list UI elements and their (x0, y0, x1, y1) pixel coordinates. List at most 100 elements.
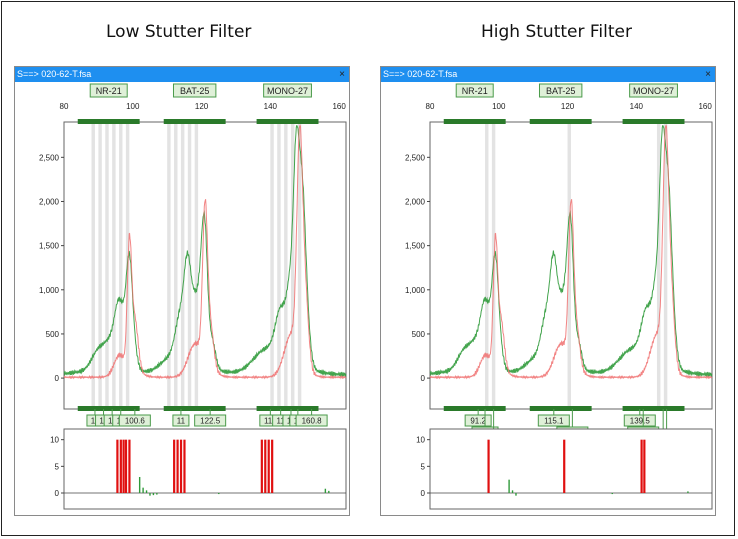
allele-bin (663, 123, 668, 408)
diff-red-bar (124, 439, 128, 493)
y-tick-label: 2,000 (39, 197, 60, 206)
peak-label: 11 (277, 417, 286, 426)
marker-range-bottom (77, 406, 140, 411)
peak-label-box (623, 414, 656, 427)
series-red-trace (63, 124, 347, 380)
panel-high-stutter: S==> 020-62-T.fsa × NR-21 BAT-25 MONO-27 80… (380, 66, 716, 516)
marker-label: MONO-27 (267, 86, 308, 96)
allele-bin (91, 123, 95, 408)
diff-y-tick-label: 10 (416, 436, 425, 445)
diff-red-bar (487, 439, 490, 493)
allele-bin (284, 123, 288, 408)
marker-box (455, 83, 494, 98)
x-tick-label: 120 (561, 102, 575, 111)
diff-green-bar (508, 479, 510, 493)
marker-range-bottom (163, 406, 226, 411)
x-tick-label: 120 (195, 102, 209, 111)
diff-red-bar (179, 439, 183, 493)
diff-plot-area (63, 428, 347, 510)
diff-red-bar (116, 439, 119, 493)
y-tick-label: 1,500 (405, 242, 426, 251)
diff-green-bar (515, 493, 517, 496)
marker-range-top (529, 119, 592, 124)
panel-titlebar[interactable]: S==> 020-62-T.fsa × (381, 67, 715, 82)
diff-y-tick-label: 5 (55, 462, 60, 471)
allele-bin (187, 123, 192, 408)
marker-box (629, 83, 678, 98)
marker-box (538, 83, 583, 98)
diff-red-bar (643, 439, 646, 493)
diff-red-bar (260, 439, 263, 493)
peak-label: 160.8 (302, 417, 323, 426)
allele-bin (277, 123, 281, 408)
allele-bin (290, 123, 295, 408)
y-tick-label: 1,500 (39, 242, 60, 251)
y-tick-label: 500 (412, 330, 426, 339)
marker-range-bottom (622, 406, 685, 411)
x-tick-label: 80 (426, 102, 435, 111)
marker-label: BAT-25 (180, 86, 209, 96)
peak-label-box (464, 414, 492, 427)
diff-red-bar (122, 439, 125, 493)
y-tick-label: 1,000 (405, 286, 426, 295)
y-tick-label: 2,000 (405, 197, 426, 206)
diff-red-bar (128, 439, 131, 493)
y-tick-label: 1,000 (39, 286, 60, 295)
y-tick-label: 500 (46, 330, 60, 339)
close-icon[interactable]: × (705, 69, 711, 80)
y-tick-label: 0 (55, 374, 60, 383)
peak-label-box (172, 414, 190, 427)
marker-label: NR-21 (462, 86, 488, 96)
diff-green-bar (142, 487, 144, 493)
marker-box (172, 83, 217, 98)
diff-red-bar (267, 439, 270, 493)
allele-bin (270, 123, 274, 408)
diff-green-bar (511, 490, 514, 493)
y-tick-label: 2,500 (39, 153, 60, 162)
diff-red-bar (173, 439, 176, 493)
diff-green-bar (611, 493, 613, 495)
series-red-trace (429, 124, 713, 380)
panel-title: S==> 020-62-T.fsa (17, 69, 92, 79)
diff-green-bar (152, 493, 155, 496)
caption-left: Low Stutter Filter (106, 22, 252, 42)
peak-label: 139.5 (630, 417, 651, 426)
y-tick-label: 2,500 (405, 153, 426, 162)
marker-range-top (622, 119, 685, 124)
diff-y-tick-label: 0 (55, 489, 60, 498)
allele-bin (194, 123, 199, 408)
marker-range-top (163, 119, 226, 124)
allele-bin (485, 123, 489, 408)
marker-range-bottom (443, 406, 506, 411)
peak-label-box (537, 414, 570, 427)
diff-red-bar (264, 439, 267, 493)
diff-y-tick-label: 10 (50, 436, 59, 445)
close-icon[interactable]: × (339, 69, 345, 80)
diff-plot-area (429, 428, 713, 510)
diff-y-tick-label: 5 (421, 462, 426, 471)
diff-green-bar (156, 493, 158, 495)
peak-label: 115.1 (544, 417, 564, 426)
marker-range-bottom (256, 406, 319, 411)
peak-label: 122.5 (200, 417, 221, 426)
x-tick-label: 140 (630, 102, 644, 111)
allele-bin (167, 123, 171, 408)
marker-label: MONO-27 (633, 86, 674, 96)
panel-titlebar[interactable]: S==> 020-62-T.fsa × (15, 67, 349, 82)
marker-label: NR-21 (96, 86, 122, 96)
peak-label: 100.6 (125, 417, 146, 426)
peak-label-box (118, 414, 151, 427)
peak-label-box (194, 414, 227, 427)
allele-bin (656, 123, 661, 408)
diff-green-bar (149, 493, 151, 496)
marker-range-top (256, 119, 319, 124)
allele-bin (567, 123, 571, 408)
allele-bin (180, 123, 185, 408)
diff-red-bar (183, 439, 186, 493)
diff-green-bar (145, 490, 148, 493)
allele-bin (105, 123, 109, 408)
diff-red-bar (640, 439, 643, 493)
diff-red-bar (119, 439, 122, 493)
